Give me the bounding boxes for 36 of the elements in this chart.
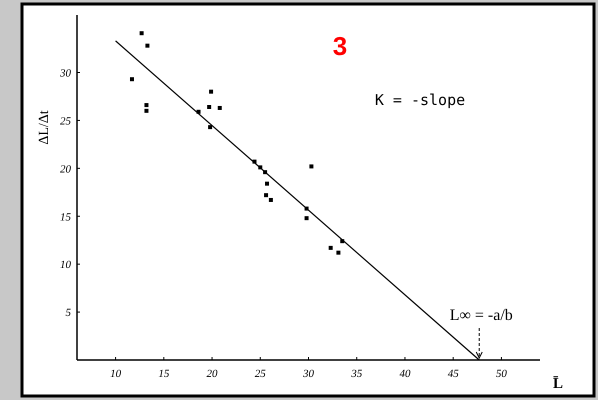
x-tick-label: 35 [350, 368, 363, 380]
point [328, 246, 333, 250]
y-tick-label: 5 [66, 307, 72, 320]
point [140, 31, 144, 36]
annotation: L∞ = -a/b [450, 307, 513, 324]
point [268, 198, 273, 202]
point [309, 164, 314, 168]
x-tick-label: 25 [254, 368, 266, 380]
x-tick-label: 20 [206, 368, 218, 380]
x-axis-title: L̄ [552, 376, 564, 392]
point [264, 193, 268, 198]
y-tick-label: 10 [60, 259, 72, 272]
point [144, 108, 148, 113]
x-tick-label: 45 [448, 368, 460, 380]
y-axis-title: ΔL/Δt [37, 110, 52, 145]
x-tick-label: 50 [496, 368, 508, 380]
x-tick-label: 15 [158, 368, 170, 380]
point [144, 103, 148, 108]
text: 3 [332, 31, 348, 61]
point [304, 216, 309, 220]
x-tick-label: 30 [302, 368, 314, 380]
point [218, 106, 222, 110]
x-tick-label: 10 [110, 368, 122, 380]
point [207, 105, 212, 109]
point [130, 77, 134, 82]
y-tick-label: 25 [60, 115, 72, 128]
point [336, 250, 340, 255]
point [208, 125, 212, 130]
y-tick-label: 15 [60, 211, 72, 224]
y-tick-label: 20 [60, 163, 72, 176]
x-tick-label: 40 [399, 368, 411, 380]
point [209, 90, 214, 94]
y-tick-label: 30 [59, 68, 72, 80]
point [265, 182, 270, 186]
point [145, 44, 150, 48]
annotation: K = -slope [374, 91, 466, 109]
